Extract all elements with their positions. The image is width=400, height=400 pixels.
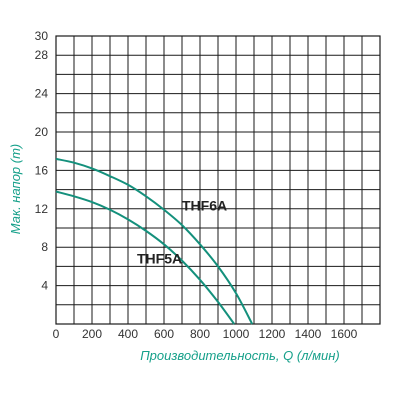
x-tick-label: 800 (190, 327, 210, 341)
y-tick-label: 30 (35, 29, 49, 43)
series-label-thf6a: THF6A (182, 198, 227, 214)
y-tick-label: 20 (35, 125, 49, 139)
x-axis-title: Производительность, Q (л/мин) (140, 348, 340, 363)
series-labels: THF6A THF5A (137, 198, 227, 267)
x-axis-ticks: 0 200 400 600 800 1000 1200 1400 1600 (53, 327, 358, 341)
y-axis-title: Мак. напор (m) (8, 144, 23, 235)
y-tick-label: 4 (41, 279, 48, 293)
y-axis-ticks: 4 8 12 16 20 24 28 30 (35, 29, 49, 293)
y-tick-label: 28 (35, 48, 49, 62)
x-tick-label: 1000 (223, 327, 250, 341)
curve-thf6a (55, 157, 254, 325)
series-label-thf5a: THF5A (137, 251, 182, 267)
curve-thf5a (55, 190, 236, 325)
x-tick-label: 1200 (259, 327, 286, 341)
x-tick-label: 1600 (331, 327, 358, 341)
y-tick-label: 8 (41, 240, 48, 254)
y-tick-label: 12 (35, 202, 49, 216)
chart-grid (55, 35, 381, 325)
y-tick-label: 24 (35, 87, 49, 101)
x-tick-label: 1400 (295, 327, 322, 341)
chart-curves (55, 157, 254, 325)
x-tick-label: 0 (53, 327, 60, 341)
x-tick-label: 400 (118, 327, 138, 341)
x-tick-label: 600 (154, 327, 174, 341)
x-tick-label: 200 (82, 327, 102, 341)
y-tick-label: 16 (35, 163, 49, 177)
